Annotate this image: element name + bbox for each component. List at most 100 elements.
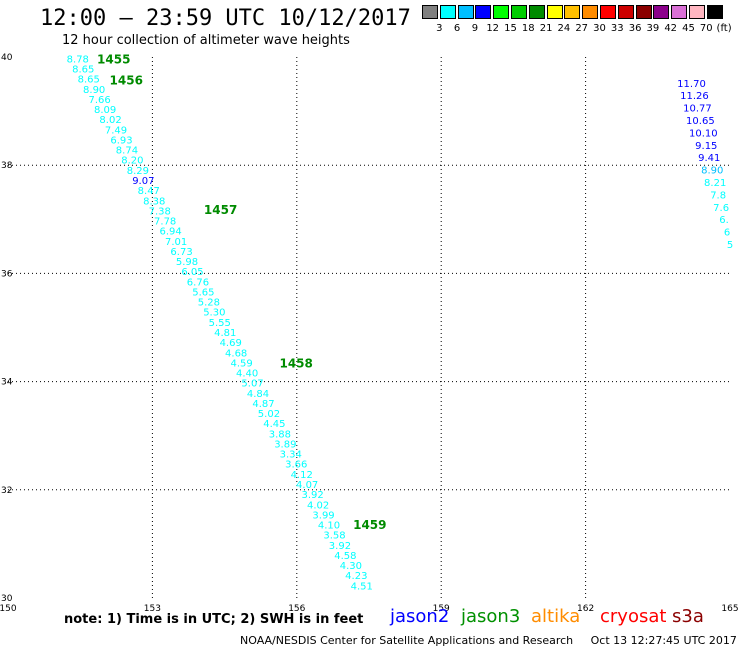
wave-height-value: 5.07 xyxy=(241,379,263,390)
legend-swatch xyxy=(706,5,723,19)
legend-label: 33 xyxy=(610,23,624,34)
legend-swatch xyxy=(635,5,652,19)
wave-height-value: 8.65 xyxy=(78,75,100,86)
wave-height-value: 6.94 xyxy=(160,227,182,238)
wave-height-value: 8.20 xyxy=(121,156,143,167)
wave-height-value: 4.02 xyxy=(307,500,329,511)
lat-tick-label: 40 xyxy=(1,53,13,63)
wave-height-value: 4.68 xyxy=(225,348,247,359)
wave-height-value: 4.51 xyxy=(351,581,373,592)
legend-label: 30 xyxy=(593,23,606,34)
wave-height-value: 3.66 xyxy=(285,460,307,471)
mission-label-jason2: jason2 xyxy=(390,606,450,627)
wave-height-value: 3.88 xyxy=(269,429,291,440)
legend-label: 9 xyxy=(471,23,479,34)
wave-height-value: 5.55 xyxy=(209,318,231,329)
legend-label: 6 xyxy=(453,23,461,34)
wave-height-value: 5.98 xyxy=(176,257,198,268)
lat-tick-label: 38 xyxy=(1,161,13,171)
wave-height-value: 10.65 xyxy=(686,116,715,127)
wave-height-value: 4.07 xyxy=(296,480,318,491)
wave-height-value: 8.74 xyxy=(116,146,138,157)
wave-height-value: 4.81 xyxy=(214,328,236,339)
wave-height-value: 6.73 xyxy=(170,247,192,258)
wave-height-value: 7.01 xyxy=(165,237,187,248)
legend-swatch xyxy=(457,5,474,19)
wave-height-value: 4.30 xyxy=(340,561,362,572)
wave-height-value: 4.58 xyxy=(334,551,356,562)
legend-swatch xyxy=(564,5,581,19)
legend-label: 39 xyxy=(646,23,660,34)
time-label: 1459 xyxy=(353,518,386,532)
legend-swatch xyxy=(546,5,563,19)
wave-height-value: 5.02 xyxy=(258,409,280,420)
wave-height-value: 8.02 xyxy=(99,115,121,126)
wave-height-value: 8.90 xyxy=(83,85,105,96)
map-subtitle: 12 hour collection of altimeter wave hei… xyxy=(62,33,350,48)
wave-height-value: 4.87 xyxy=(252,399,274,410)
wave-height-value: 4.59 xyxy=(230,358,252,369)
legend-swatch xyxy=(528,5,545,19)
lon-tick-label: 156 xyxy=(288,604,305,614)
wave-height-value: 3.89 xyxy=(274,439,296,450)
wave-height-value: 6 xyxy=(724,228,730,239)
legend-label: 18 xyxy=(521,23,535,34)
mission-label-cryosat: cryosat xyxy=(600,606,667,627)
legend-label: 12 xyxy=(486,23,500,34)
wave-height-value: 5.30 xyxy=(203,308,225,319)
time-label: 1455 xyxy=(97,52,130,66)
wave-height-value: 11.70 xyxy=(677,79,706,90)
units-note: note: 1) Time is in UTC; 2) SWH is in fe… xyxy=(64,612,364,627)
wave-height-value: 6.05 xyxy=(181,267,203,278)
wave-height-value: 3.34 xyxy=(280,450,302,461)
legend-swatch xyxy=(475,5,492,19)
wave-height-value: 10.77 xyxy=(683,104,712,115)
lon-tick-label: 162 xyxy=(577,604,594,614)
wave-height-value: 4.10 xyxy=(318,521,340,532)
legend-label: 45 xyxy=(682,23,695,34)
legend-swatch xyxy=(422,5,438,19)
wave-height-value: 6.76 xyxy=(187,277,209,288)
wave-height-value: 3.58 xyxy=(323,531,345,542)
legend-swatch xyxy=(600,5,616,19)
legend-swatch xyxy=(653,5,670,19)
legend-label: 42 xyxy=(664,23,678,34)
legend-label: 3 xyxy=(436,23,443,34)
wave-height-value: 7.49 xyxy=(105,125,127,136)
wave-height-value: 9.07 xyxy=(132,176,154,187)
wave-height-value: 3.99 xyxy=(312,510,334,521)
map-title: 12:00 – 23:59 UTC 10/12/2017 xyxy=(40,6,411,31)
wave-height-value: 11.26 xyxy=(680,91,709,102)
legend-swatch xyxy=(689,5,705,19)
wave-height-value: 5.65 xyxy=(192,287,214,298)
lat-tick-label: 34 xyxy=(1,378,13,388)
wave-height-value: 7.78 xyxy=(154,217,176,228)
wave-height-value: 4.12 xyxy=(291,470,313,481)
legend-label: 36 xyxy=(628,23,642,34)
wave-height-value: 6.93 xyxy=(110,135,132,146)
legend-label: (ft) xyxy=(716,23,732,34)
credit-line: NOAA/NESDIS Center for Satellite Applica… xyxy=(240,634,737,647)
wave-height-value: 8.78 xyxy=(67,54,89,65)
legend-swatch xyxy=(493,5,510,19)
lat-lon-grid xyxy=(8,57,730,598)
time-label: 1456 xyxy=(110,74,143,88)
wave-height-value: 7.6 xyxy=(713,203,729,214)
legend-swatch xyxy=(582,5,599,19)
wave-height-value: 7.66 xyxy=(89,95,111,106)
wave-height-value: 3.92 xyxy=(301,490,323,501)
mission-label-altika: altika xyxy=(531,606,581,627)
lat-tick-label: 30 xyxy=(1,594,13,604)
mission-label-jason3: jason3 xyxy=(461,606,521,627)
wave-height-value: 8.65 xyxy=(72,65,94,76)
wave-height-value: 5 xyxy=(727,240,733,251)
wave-height-value: 5.28 xyxy=(198,298,220,309)
wave-height-value: 4.69 xyxy=(220,338,242,349)
lon-tick-label: 150 xyxy=(0,604,17,614)
legend-label: 21 xyxy=(539,23,553,34)
wave-height-value: 4.84 xyxy=(247,389,269,400)
lon-tick-label: 159 xyxy=(433,604,450,614)
legend-swatch xyxy=(511,5,527,19)
mission-label-s3a: s3a xyxy=(672,606,704,627)
